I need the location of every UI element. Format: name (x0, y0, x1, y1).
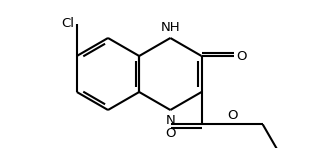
Text: Cl: Cl (61, 17, 74, 30)
Text: O: O (166, 127, 176, 140)
Text: NH: NH (160, 21, 180, 34)
Text: O: O (236, 49, 247, 62)
Text: N: N (165, 114, 175, 127)
Text: O: O (227, 109, 237, 122)
